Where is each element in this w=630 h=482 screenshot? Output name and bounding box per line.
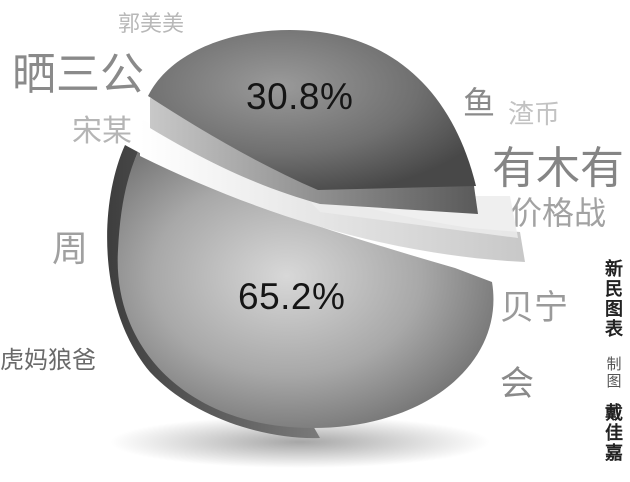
credit-author-text: 戴佳嘉 [605, 403, 623, 465]
bg-word: 贝宁 [500, 288, 568, 328]
pie-slice [117, 152, 494, 428]
credit-author: 戴佳嘉 [603, 403, 625, 465]
bg-word: 虎妈狼爸 [0, 346, 96, 374]
pie-shadow [110, 416, 490, 468]
credit-role: 制图 [603, 355, 625, 391]
credit-role-text: 制图 [606, 355, 622, 391]
bg-word: 渣币 [508, 100, 561, 130]
bg-word: 价格战 [510, 194, 607, 232]
bg-word: 会 [500, 364, 534, 404]
pie-slice [148, 30, 476, 190]
bg-word: 晒三公 [12, 49, 144, 100]
credit-source: 新民图表 [603, 259, 625, 341]
bg-word: 鱼 [463, 84, 496, 122]
bg-word: 郭美美 [118, 12, 185, 37]
credit-source-text: 新民图表 [605, 259, 623, 341]
bg-word: 有木有 [492, 143, 624, 194]
bg-word: 周 [52, 229, 89, 270]
data-label: 65.2% [238, 276, 346, 317]
data-label: 30.8% [246, 76, 354, 117]
bg-word: 宋某 [72, 114, 132, 149]
